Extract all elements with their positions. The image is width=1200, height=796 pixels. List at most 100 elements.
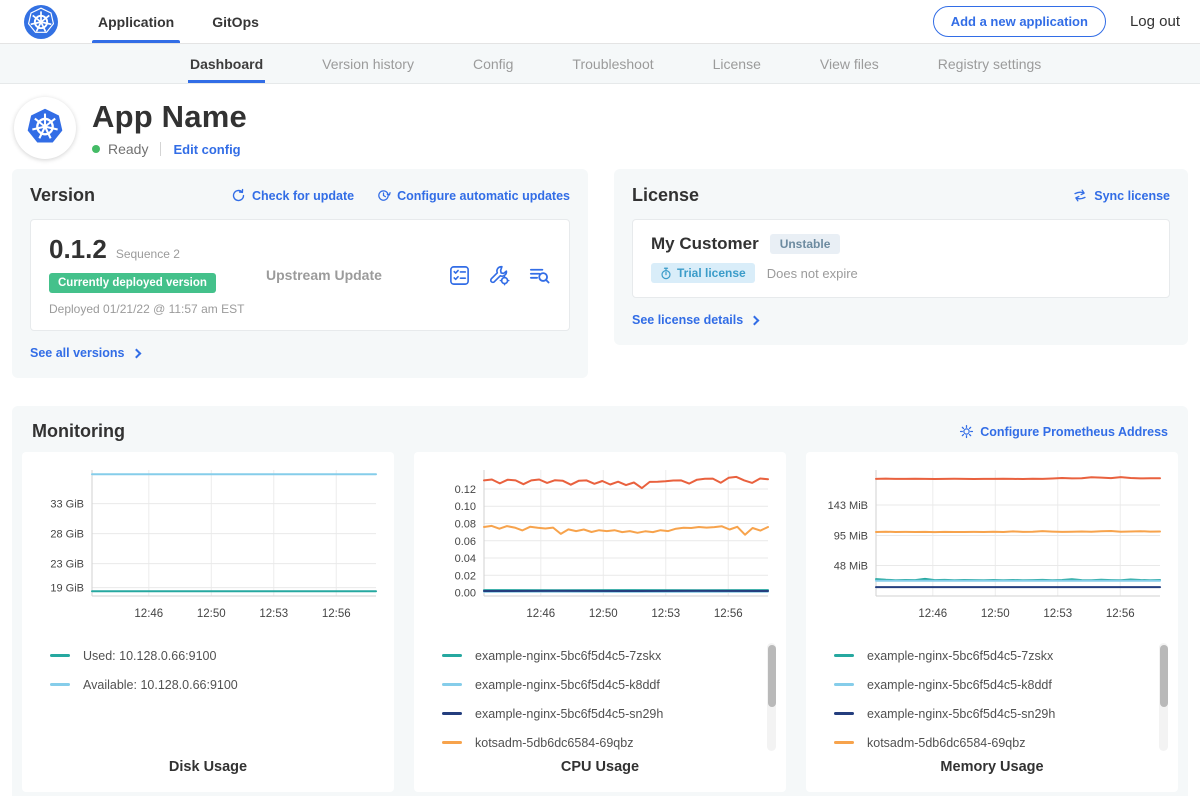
- tab-version-history[interactable]: Version history: [320, 44, 416, 83]
- legend-label: example-nginx-5bc6f5d4c5-sn29h: [867, 707, 1055, 721]
- divider: [160, 142, 161, 156]
- chart-title: Memory Usage: [806, 759, 1178, 792]
- configure-prometheus-link[interactable]: Configure Prometheus Address: [959, 424, 1168, 439]
- app-kubernetes-icon: [14, 97, 76, 159]
- legend-label: example-nginx-5bc6f5d4c5-sn29h: [475, 707, 663, 721]
- tab-config[interactable]: Config: [471, 44, 515, 83]
- legend-item: kotsadm-5db6dc6584-69qbz: [442, 728, 786, 755]
- check-for-update-link[interactable]: Check for update: [231, 188, 354, 203]
- legend-swatch: [442, 712, 462, 715]
- customer-name: My Customer: [651, 234, 759, 254]
- scrollbar-thumb[interactable]: [1160, 645, 1168, 707]
- legend-label: example-nginx-5bc6f5d4c5-7zskx: [475, 649, 661, 663]
- legend-swatch: [442, 741, 462, 744]
- app-sub-navigation: Dashboard Version history Config Trouble…: [0, 44, 1200, 84]
- gear-icon: [959, 424, 974, 439]
- legend-item: example-nginx-5bc6f5d4c5-7zskx: [442, 641, 786, 670]
- legend-swatch: [442, 654, 462, 657]
- tab-registry-settings[interactable]: Registry settings: [936, 44, 1043, 83]
- status-text: Ready: [108, 141, 148, 157]
- version-card: Version Check for update Configure autom…: [12, 169, 588, 378]
- disk-usage-legend: Used: 10.128.0.66:9100 Available: 10.128.…: [50, 641, 394, 699]
- view-logs-search-icon[interactable]: [528, 264, 551, 287]
- svg-text:95 MiB: 95 MiB: [834, 531, 868, 543]
- scrollbar-thumb[interactable]: [768, 645, 776, 707]
- edit-config-link[interactable]: Edit config: [173, 142, 240, 157]
- svg-text:12:56: 12:56: [714, 608, 743, 620]
- svg-text:0.00: 0.00: [455, 588, 476, 600]
- svg-text:12:46: 12:46: [526, 608, 555, 620]
- legend-label: example-nginx-5bc6f5d4c5-k8ddf: [475, 678, 660, 692]
- legend-item: example-nginx-5bc6f5d4c5-sn29h: [442, 699, 786, 728]
- deployed-timestamp: Deployed 01/21/22 @ 11:57 am EST: [49, 302, 254, 316]
- see-license-details-link[interactable]: See license details: [632, 311, 1170, 329]
- legend-scrollbar[interactable]: [767, 643, 776, 751]
- svg-text:12:50: 12:50: [981, 608, 1010, 620]
- svg-text:143 MiB: 143 MiB: [828, 500, 868, 512]
- preflight-checklist-icon[interactable]: [448, 264, 471, 287]
- legend-item: Used: 10.128.0.66:9100: [50, 641, 394, 670]
- see-all-versions-link[interactable]: See all versions: [30, 344, 570, 362]
- tab-application[interactable]: Application: [88, 0, 184, 43]
- svg-text:12:53: 12:53: [259, 608, 288, 620]
- svg-text:23 GiB: 23 GiB: [50, 559, 84, 571]
- legend-swatch: [834, 683, 854, 686]
- legend-item: example-nginx-5bc6f5d4c5-k8ddf: [442, 670, 786, 699]
- svg-text:0.08: 0.08: [455, 519, 476, 531]
- svg-text:12:46: 12:46: [134, 608, 163, 620]
- license-card-title: License: [632, 185, 699, 206]
- legend-label: example-nginx-5bc6f5d4c5-k8ddf: [867, 678, 1052, 692]
- svg-text:12:50: 12:50: [197, 608, 226, 620]
- chart-title: CPU Usage: [414, 759, 786, 792]
- disk-usage-card: 12:4612:5012:5312:5619 GiB23 GiB28 GiB33…: [22, 452, 394, 792]
- clock-refresh-icon: [376, 188, 391, 203]
- tab-license[interactable]: License: [711, 44, 763, 83]
- svg-text:0.02: 0.02: [455, 570, 476, 582]
- refresh-icon: [231, 188, 246, 203]
- legend-swatch: [442, 683, 462, 686]
- current-version-card: 0.1.2 Sequence 2 Currently deployed vers…: [30, 219, 570, 331]
- version-card-title: Version: [30, 185, 95, 206]
- logout-button[interactable]: Log out: [1124, 13, 1186, 30]
- svg-text:0.10: 0.10: [455, 501, 476, 513]
- cpu-usage-card: 12:4612:5012:5312:560.000.020.040.060.08…: [414, 452, 786, 792]
- cpu-usage-chart: 12:4612:5012:5312:560.000.020.040.060.08…: [414, 460, 786, 637]
- tab-troubleshoot[interactable]: Troubleshoot: [570, 44, 655, 83]
- svg-text:0.06: 0.06: [455, 536, 476, 548]
- add-application-button[interactable]: Add a new application: [933, 6, 1106, 37]
- tab-view-files[interactable]: View files: [818, 44, 881, 83]
- svg-text:12:53: 12:53: [1043, 608, 1072, 620]
- legend-swatch: [50, 654, 70, 657]
- channel-badge: Unstable: [770, 234, 841, 254]
- expiry-text: Does not expire: [767, 266, 858, 281]
- legend-item: example-nginx-5bc6f5d4c5-7zskx: [834, 641, 1178, 670]
- top-navigation: Application GitOps Add a new application…: [0, 0, 1200, 44]
- svg-text:12:53: 12:53: [651, 608, 680, 620]
- svg-text:12:50: 12:50: [589, 608, 618, 620]
- svg-text:33 GiB: 33 GiB: [50, 499, 84, 511]
- memory-usage-legend: example-nginx-5bc6f5d4c5-7zskx example-ng…: [834, 641, 1178, 755]
- legend-swatch: [834, 741, 854, 744]
- legend-item: example-nginx-5bc6f5d4c5-sn29h: [834, 699, 1178, 728]
- configure-automatic-updates-link[interactable]: Configure automatic updates: [376, 188, 570, 203]
- legend-label: Available: 10.128.0.66:9100: [83, 678, 238, 692]
- chevron-right-icon: [131, 348, 141, 358]
- sync-license-link[interactable]: Sync license: [1072, 188, 1170, 203]
- memory-usage-card: 12:4612:5012:5312:5648 MiB95 MiB143 MiB …: [806, 452, 1178, 792]
- trial-license-badge: Trial license: [651, 263, 755, 283]
- app-header: App Name Ready Edit config: [0, 84, 1200, 159]
- tab-dashboard[interactable]: Dashboard: [188, 44, 265, 83]
- config-wrench-gear-icon[interactable]: [488, 264, 511, 287]
- svg-text:19 GiB: 19 GiB: [50, 583, 84, 595]
- legend-scrollbar[interactable]: [1159, 643, 1168, 751]
- currently-deployed-badge: Currently deployed version: [49, 273, 216, 293]
- legend-item: Available: 10.128.0.66:9100: [50, 670, 394, 699]
- legend-swatch: [834, 712, 854, 715]
- legend-item: example-nginx-5bc6f5d4c5-k8ddf: [834, 670, 1178, 699]
- legend-label: example-nginx-5bc6f5d4c5-7zskx: [867, 649, 1053, 663]
- svg-text:48 MiB: 48 MiB: [834, 560, 868, 572]
- license-card: License Sync license My Customer Unstabl…: [614, 169, 1188, 345]
- ready-status-dot: [92, 145, 100, 153]
- tab-gitops[interactable]: GitOps: [202, 0, 269, 43]
- monitoring-title: Monitoring: [32, 421, 125, 442]
